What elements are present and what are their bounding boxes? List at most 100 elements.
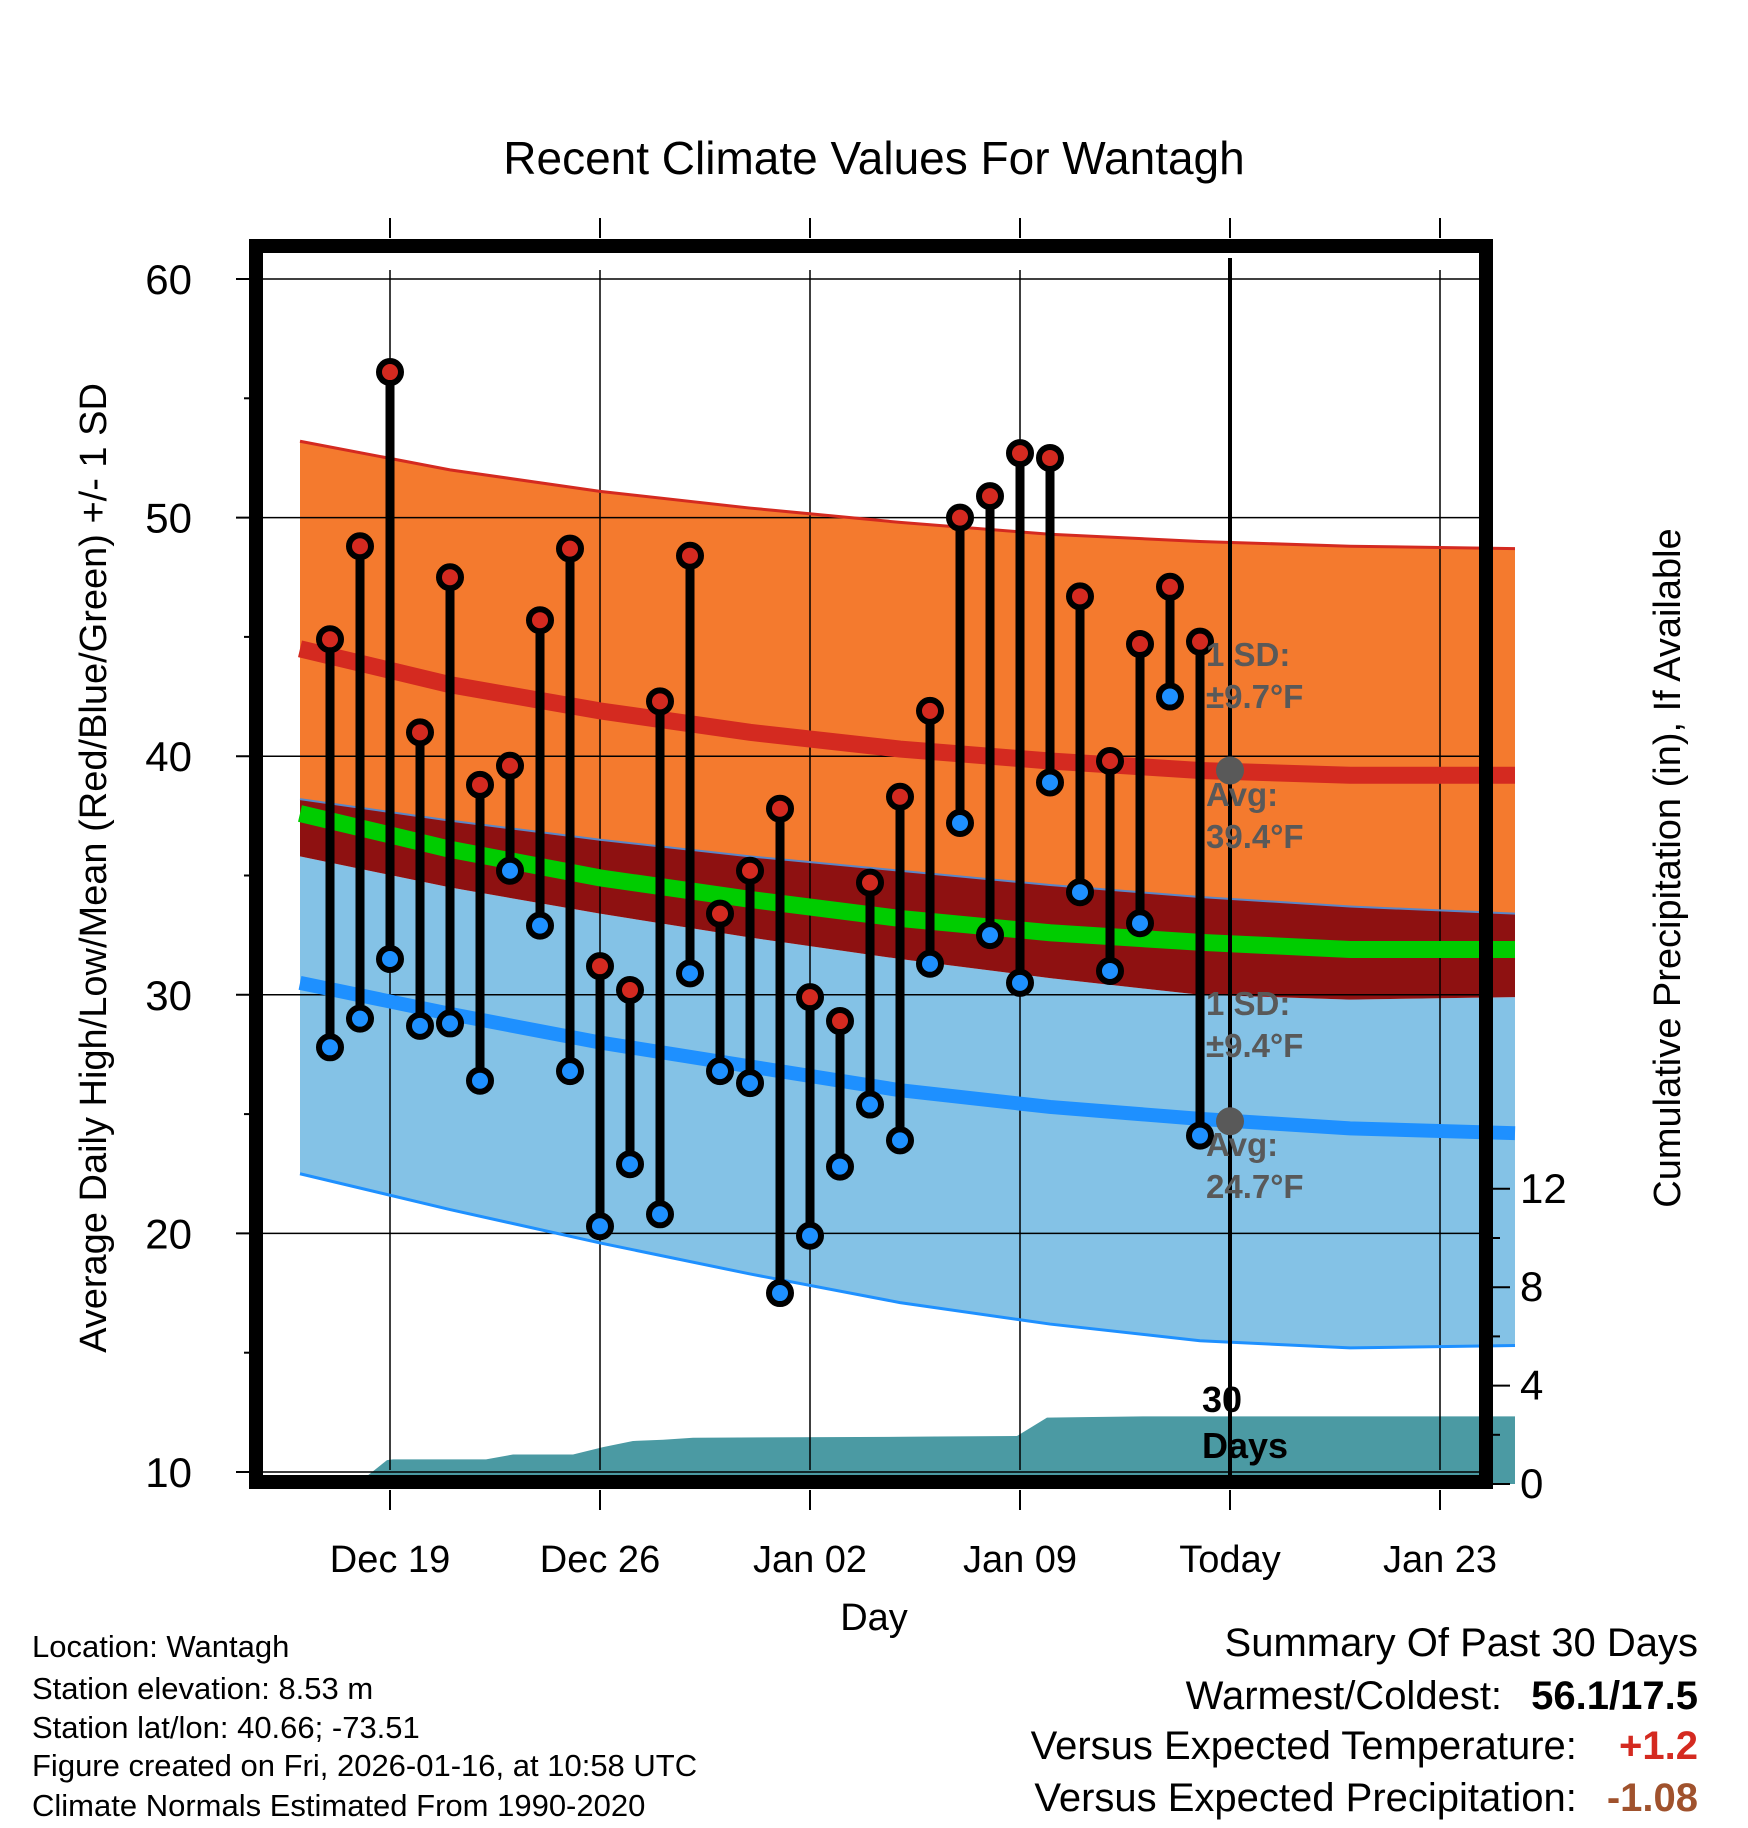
- high-avg-value: 39.4°F: [1206, 818, 1304, 855]
- high-point: [496, 751, 524, 780]
- axes: 10 20 30 40 50 60 0 4 8 12 Dec 19 Dec 26 Jan 02 Jan 0…: [145, 218, 1567, 1581]
- info-normals: Climate Normals Estimated From 1990-2020: [32, 1788, 646, 1823]
- high-point: [586, 952, 614, 981]
- high-point: [1186, 627, 1214, 656]
- high-point: [946, 503, 974, 532]
- low-point: [526, 911, 554, 940]
- low-point: [646, 1200, 674, 1229]
- low-point: [1006, 968, 1034, 997]
- high-point: [706, 899, 734, 928]
- days-label-count: 30: [1202, 1379, 1242, 1420]
- high-average-line: [298, 640, 1515, 784]
- high-upper-line: [299, 439, 1516, 551]
- chart-title: Recent Climate Values For Wantagh: [503, 132, 1244, 184]
- low-sd-label: 1 SD:: [1206, 985, 1290, 1022]
- high-point: [1036, 443, 1064, 472]
- y-tick-label: 20: [145, 1210, 192, 1257]
- low-point: [556, 1057, 584, 1086]
- high-point: [316, 625, 344, 654]
- high-sd-label: 1 SD:: [1206, 636, 1290, 673]
- y-tick-label: 10: [145, 1449, 192, 1496]
- high-avg-today-dot: [1216, 756, 1244, 785]
- high-point: [646, 687, 674, 716]
- daily-range-stems: [325, 367, 1205, 1298]
- low-point: [886, 1126, 914, 1155]
- high-point: [376, 358, 404, 387]
- temp-value: +1.2: [1619, 1724, 1698, 1768]
- high-point: [466, 770, 494, 799]
- low-point: [916, 949, 944, 978]
- high-point: [916, 696, 944, 725]
- high-sd-band: [300, 441, 1515, 914]
- low-point: [1036, 768, 1064, 797]
- low-avg-today-dot: [1216, 1107, 1244, 1136]
- low-point: [466, 1066, 494, 1095]
- high-point: [346, 532, 374, 561]
- high-point: [796, 983, 824, 1012]
- y-tick-label: 50: [145, 495, 192, 542]
- plot-frame: [249, 239, 1493, 1489]
- high-point: [556, 534, 584, 563]
- info-created: Figure created on Fri, 2026-01-16, at 10…: [32, 1748, 698, 1783]
- summary-title: Summary Of Past 30 Days: [1224, 1621, 1698, 1665]
- high-point: [526, 606, 554, 635]
- x-axis-label: Day: [840, 1597, 908, 1639]
- high-point: [766, 794, 794, 823]
- low-point: [706, 1057, 734, 1086]
- y2-tick-label: 0: [1520, 1460, 1543, 1507]
- low-point: [1156, 682, 1184, 711]
- low-point: [1096, 956, 1124, 985]
- low-point: [1126, 909, 1154, 938]
- temp-label: Versus Expected Temperature:: [1030, 1724, 1577, 1768]
- days-label-word: Days: [1202, 1425, 1288, 1466]
- annotations: 1 SD: ±9.7°F Avg: 39.4°F 1 SD: ±9.4°F Av…: [1202, 636, 1304, 1466]
- low-point: [316, 1033, 344, 1062]
- y-tick-label: 40: [145, 733, 192, 780]
- summary-temp: Versus Expected Temperature: +1.2: [1031, 1726, 1698, 1766]
- low-point: [826, 1152, 854, 1181]
- summary-precip: Versus Expected Precipitation: -1.08: [1034, 1778, 1698, 1818]
- low-point: [1066, 878, 1094, 907]
- low-point: [976, 921, 1004, 950]
- daily-markers: [316, 358, 1244, 1308]
- high-point: [1006, 439, 1034, 468]
- precipitation-fill: [300, 1416, 1515, 1484]
- low-point: [496, 856, 524, 885]
- high-point: [976, 482, 1004, 511]
- high-sd-value: ±9.7°F: [1206, 678, 1303, 715]
- low-avg-label: Avg:: [1206, 1126, 1278, 1163]
- info-latlon: Station lat/lon: 40.66; -73.51: [32, 1710, 420, 1745]
- low-point: [406, 1011, 434, 1040]
- x-tick-label: Dec 19: [330, 1539, 450, 1581]
- low-sd-value: ±9.4°F: [1206, 1027, 1303, 1064]
- y2-tick-label: 4: [1520, 1362, 1543, 1409]
- low-avg-value: 24.7°F: [1206, 1168, 1304, 1205]
- low-point: [376, 945, 404, 974]
- warm-cold-label: Warmest/Coldest:: [1185, 1674, 1503, 1718]
- x-tick-label: Jan 23: [1383, 1539, 1497, 1581]
- low-point: [586, 1212, 614, 1241]
- low-point: [616, 1150, 644, 1179]
- low-point: [796, 1221, 824, 1250]
- precip-value: -1.08: [1606, 1776, 1698, 1820]
- high-avg-label: Avg:: [1206, 776, 1278, 813]
- low-point: [676, 959, 704, 988]
- high-point: [676, 541, 704, 570]
- low-point: [346, 1004, 374, 1033]
- high-point: [1066, 582, 1094, 611]
- y-axis-label: Average Daily High/Low/Mean (Red/Blue/Gr…: [73, 383, 115, 1353]
- high-point: [406, 718, 434, 747]
- x-tick-label: Jan 02: [753, 1539, 867, 1581]
- x-tick-label: Jan 09: [963, 1539, 1077, 1581]
- plot-border: [249, 239, 1493, 1489]
- high-point: [436, 563, 464, 592]
- precip-label: Versus Expected Precipitation:: [1034, 1776, 1577, 1820]
- high-point: [1126, 630, 1154, 659]
- high-point: [1096, 746, 1124, 775]
- info-elevation: Station elevation: 8.53 m: [32, 1671, 374, 1706]
- high-point: [886, 782, 914, 811]
- y2-axis-label: Cumulative Precipitation (in), If Availa…: [1647, 528, 1689, 1207]
- y-tick-label: 30: [145, 972, 192, 1019]
- low-point: [946, 809, 974, 838]
